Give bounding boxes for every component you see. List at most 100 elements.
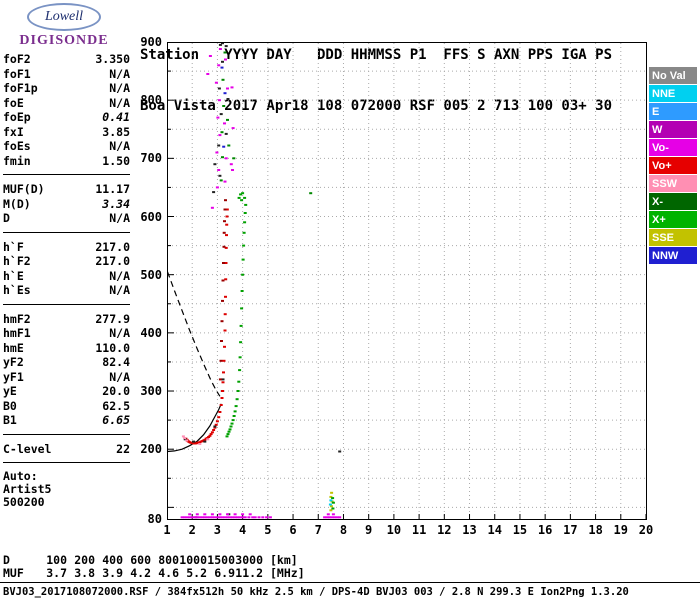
- dmuf-value: 800: [158, 553, 179, 567]
- parameter-row-foe: foE N/A: [3, 96, 130, 111]
- x-axis-label: 11: [411, 523, 427, 537]
- parameter-row-hf2: h`F2 217.0: [3, 254, 130, 269]
- y-axis-label: 800: [140, 93, 162, 108]
- parameter-value: N/A: [109, 139, 130, 153]
- parameter-group: h`F 217.0 h`F2 217.0 h`E N/A h`Es N/A: [3, 240, 130, 305]
- parameter-row-hes: h`Es N/A: [3, 283, 130, 298]
- parameter-value: 217.0: [95, 254, 130, 268]
- parameter-value: N/A: [109, 369, 130, 384]
- parameter-row-he: h`E N/A: [3, 269, 130, 284]
- parameter-value: 3.34: [102, 196, 130, 211]
- parameter-value: 0.41: [102, 110, 130, 124]
- header-field-names-line: Station YYYY DAY DDD HHMMSS P1 FFS S AXN…: [140, 47, 613, 63]
- series-o-trace-dark-mix: [183, 378, 231, 519]
- x-axis-label: 14: [487, 523, 502, 537]
- parameter-row-d: D N/A: [3, 211, 130, 226]
- parameter-value: N/A: [109, 326, 130, 340]
- parameter-row-hmf2: hmF2 277.9: [3, 312, 130, 327]
- true-height-profile-line: [167, 403, 222, 453]
- parameter-value: N/A: [109, 95, 130, 110]
- y-axis-label: 700: [140, 151, 162, 166]
- dmuf-unit: [MHz]: [270, 566, 305, 580]
- parameter-row-foes: foEs N/A: [3, 139, 130, 154]
- parameter-row-fxi: fxI 3.85: [3, 125, 130, 140]
- series-bottom-interference-magenta: [180, 513, 342, 519]
- x-axis-label: 4: [239, 523, 247, 537]
- y-axis-label: 300: [140, 384, 162, 399]
- parameter-label: h`Es: [3, 283, 31, 297]
- parameter-label: hmE: [3, 340, 24, 355]
- parameter-value: 277.9: [95, 311, 130, 326]
- parameter-label: h`F: [3, 239, 24, 254]
- y-axis-label: 200: [140, 442, 162, 457]
- x-axis-label: 17: [563, 523, 578, 537]
- x-axis-label: 6: [289, 523, 297, 537]
- parameter-value: 1.50: [102, 153, 130, 168]
- parameter-label: foE: [3, 95, 24, 110]
- parameter-value: N/A: [109, 268, 130, 283]
- x-axis-label: 9: [365, 523, 373, 537]
- legend-entry-x+: X+: [649, 211, 697, 228]
- parameter-label: foF1p: [3, 81, 38, 95]
- dmuf-value: 200: [74, 553, 95, 567]
- legend-entry-sse: SSE: [649, 229, 697, 246]
- series-cluster-7mhz-cyan: [328, 499, 333, 506]
- x-axis-label: 16: [537, 523, 553, 537]
- dmuf-table: D 100 200 400 600 800 1000 1500 3000 [km] MUF 3.7 3.…: [3, 554, 305, 580]
- x-axis-label: 20: [638, 523, 654, 537]
- series-o-mode-f-trace: [184, 208, 229, 445]
- x-axis-label: 3: [213, 523, 222, 537]
- parameter-label: MUF(D): [3, 182, 45, 196]
- parameter-row-foep: foEp 0.41: [3, 110, 130, 125]
- legend-entry-e: E: [649, 103, 697, 120]
- x-axis-label: 18: [588, 523, 603, 537]
- parameter-label: fxI: [3, 124, 24, 139]
- x-axis-label: 5: [264, 523, 272, 537]
- dmuf-value: 3.8: [74, 566, 95, 580]
- parameter-group: MUF(D) 11.17 M(D) 3.34 D N/A: [3, 182, 130, 233]
- legend-entry-vo-: Vo-: [649, 139, 697, 156]
- logo-digisonde-text: DIGISONDE: [19, 33, 109, 48]
- dmuf-row-label: MUF: [3, 566, 24, 580]
- dmuf-value: 400: [102, 553, 123, 567]
- y-axis-label: 400: [140, 325, 162, 340]
- parameter-label: B1: [3, 413, 17, 427]
- y-axis-label: 900: [140, 35, 162, 49]
- y-axis-label: 600: [140, 209, 162, 224]
- series-cluster-7mhz-green: [331, 497, 335, 510]
- x-axis-label: 12: [437, 523, 452, 537]
- plot-frame: [167, 42, 647, 520]
- parameter-row-hmf1: hmF1 N/A: [3, 326, 130, 341]
- x-axis-label: 2: [188, 523, 196, 537]
- parameter-label: foEs: [3, 139, 31, 153]
- y-axis-label: 80: [147, 512, 162, 526]
- parameter-label: D: [3, 211, 10, 225]
- dmuf-value: 100: [46, 553, 67, 567]
- parameter-row-hf: h`F 217.0: [3, 240, 130, 255]
- parameter-label: foF1: [3, 66, 31, 81]
- y-axis-label: 500: [140, 267, 162, 282]
- lowell-digisonde-logo: Lowell DIGISONDE: [8, 3, 120, 49]
- dmuf-row-d: D 100 200 400 600 800 1000 1500 3000 [km]: [3, 554, 305, 567]
- parameter-value: 11.17: [95, 182, 130, 196]
- legend-entry-noval: No Val: [649, 67, 697, 84]
- parameter-row-fmin: fmin 1.50: [3, 154, 130, 169]
- legend-entry-ssw: SSW: [649, 175, 697, 192]
- x-axis-label: 8: [339, 523, 348, 537]
- x-axis-label: 1: [163, 523, 171, 537]
- bottom-divider: [0, 582, 700, 583]
- parameter-value: 3.350: [95, 52, 130, 66]
- parameter-group: hmF2 277.9 hmF1 N/A hmE 110.0 yF2 82.4 yF1 N/A yE 2…: [3, 312, 130, 435]
- parameter-value: N/A: [109, 81, 130, 95]
- parameter-row-clevel: C-level 22: [3, 442, 130, 457]
- parameter-row-yf2: yF2 82.4: [3, 355, 130, 370]
- parameter-label: yF1: [3, 369, 24, 384]
- parameter-value: 217.0: [95, 239, 130, 254]
- parameter-row-b1: B1 6.65: [3, 413, 130, 428]
- series-spread-f-column-dark-red: [218, 199, 227, 381]
- parameter-label: yE: [3, 384, 17, 398]
- parameter-value: N/A: [109, 283, 130, 297]
- ionogram-plot: [167, 42, 647, 520]
- x-axis-label: 13: [462, 523, 477, 537]
- parameter-label: foEp: [3, 110, 31, 124]
